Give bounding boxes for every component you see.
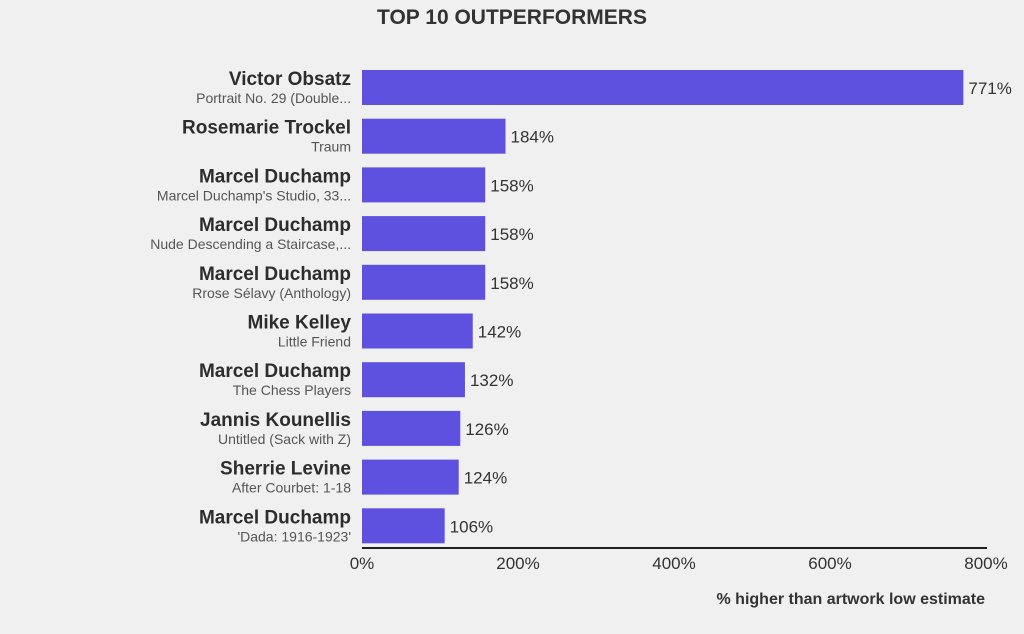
artist-label: Rosemarie Trockel: [182, 118, 351, 139]
bar: [362, 508, 445, 544]
bar: [362, 313, 473, 349]
bar: [362, 167, 486, 203]
bar: [362, 362, 465, 398]
artist-label: Mike Kelley: [248, 313, 352, 334]
bar-value-label: 132%: [470, 371, 513, 390]
artist-label: Sherrie Levine: [220, 459, 351, 480]
artist-label: Marcel Duchamp: [199, 215, 351, 236]
artwork-label: Untitled (Sack with Z): [218, 431, 351, 447]
bar: [362, 216, 486, 252]
x-tick-label: 800%: [964, 554, 1007, 573]
artwork-label: Little Friend: [278, 334, 351, 350]
bar-value-label: 126%: [465, 420, 508, 439]
bar-value-label: 158%: [490, 274, 533, 293]
chart-title: TOP 10 OUTPERFORMERS: [377, 6, 647, 29]
artwork-label: Nude Descending a Staircase,...: [150, 236, 351, 252]
bar: [362, 264, 486, 300]
bar: [362, 410, 461, 446]
bar-value-label: 158%: [490, 225, 533, 244]
artist-label: Marcel Duchamp: [199, 507, 351, 528]
bar-value-label: 771%: [968, 79, 1011, 98]
artist-label: Victor Obsatz: [229, 69, 351, 90]
bar: [362, 118, 506, 154]
x-tick-label: 600%: [808, 554, 851, 573]
bar-value-label: 106%: [450, 517, 493, 536]
artwork-label: After Courbet: 1-18: [232, 480, 351, 496]
bar-value-label: 142%: [478, 323, 521, 342]
x-tick-label: 200%: [496, 554, 539, 573]
artist-label: Marcel Duchamp: [199, 166, 351, 187]
artwork-label: 'Dada: 1916-1923': [237, 528, 351, 544]
artist-label: Marcel Duchamp: [199, 264, 351, 285]
x-tick-label: 400%: [652, 554, 695, 573]
bar-value-label: 124%: [464, 469, 507, 488]
bar: [362, 459, 459, 495]
x-tick-label: 0%: [350, 554, 375, 573]
bar-value-label: 158%: [490, 176, 533, 195]
artwork-label: Rrose Sélavy (Anthology): [192, 285, 351, 301]
artwork-label: Marcel Duchamp's Studio, 33...: [157, 187, 351, 203]
bar: [362, 70, 964, 105]
artwork-label: Traum: [311, 139, 351, 155]
artist-label: Marcel Duchamp: [199, 361, 351, 382]
bar-value-label: 184%: [511, 128, 554, 147]
artwork-label: The Chess Players: [233, 382, 351, 398]
artwork-label: Portrait No. 29 (Double...: [196, 90, 351, 106]
artist-label: Jannis Kounellis: [200, 410, 351, 431]
x-axis-label: % higher than artwork low estimate: [716, 591, 986, 608]
